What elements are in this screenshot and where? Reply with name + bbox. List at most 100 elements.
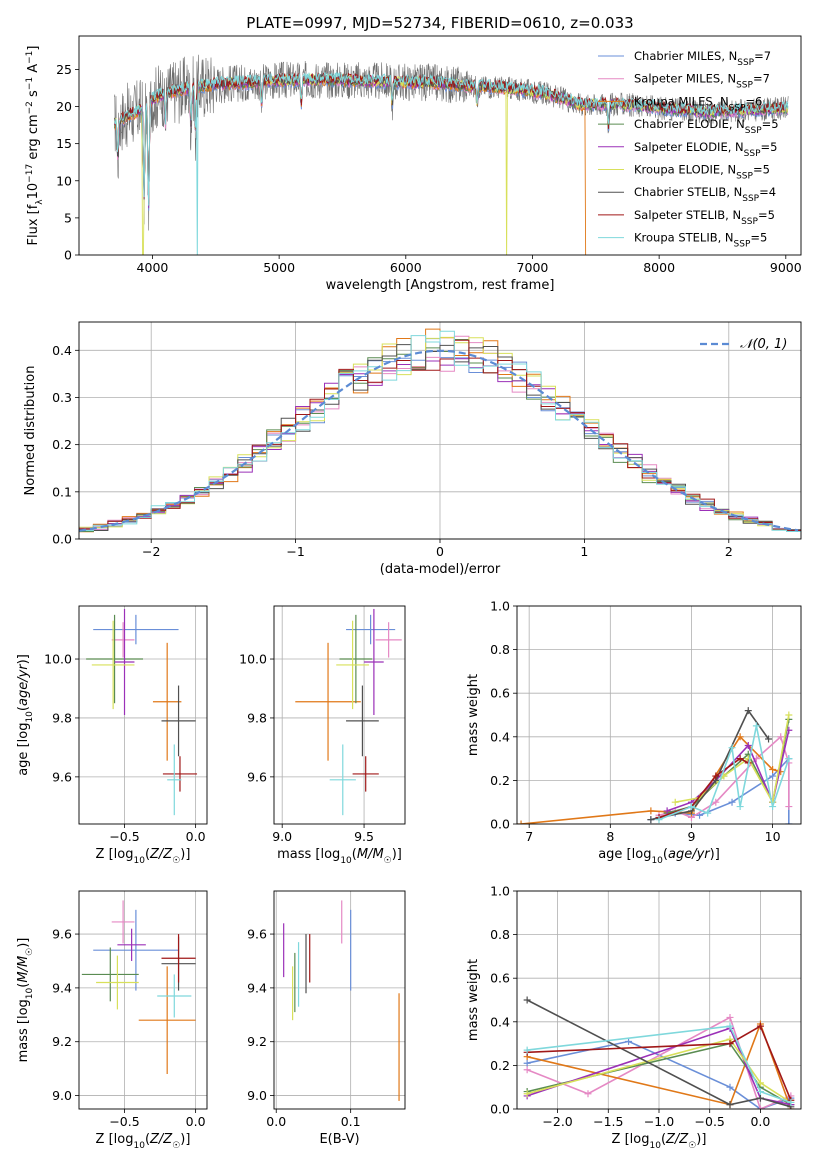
errorbar-salpeter-elodie (114, 608, 135, 715)
point-marker (687, 803, 695, 811)
axes-frame (78, 605, 208, 825)
y-tick-label: 5 (64, 210, 72, 225)
x-tick-label: 6000 (390, 260, 422, 275)
x-tick-label: 8000 (643, 260, 675, 275)
errorbar-chabrier-elodie (81, 947, 139, 1002)
point-marker (769, 772, 777, 780)
series-salpeter-stelib (523, 1022, 795, 1104)
x-tick-label: −2.0 (542, 1114, 572, 1129)
grid (517, 890, 801, 1110)
x-tick-label: 2 (725, 544, 733, 559)
point-marker (671, 798, 679, 806)
series-kroupa-elodie (671, 711, 793, 806)
errorbar-kroupa-stelib (157, 974, 192, 1018)
point-marker (728, 798, 736, 806)
axes-frame (273, 605, 406, 825)
x-axis-label: Z [log10(Z/Z☉)] (612, 1132, 707, 1151)
point-marker (726, 1083, 734, 1091)
errorbar-chabrier-miles (93, 614, 179, 645)
errorbar-kroupa-stelib (329, 744, 356, 816)
point-marker (663, 807, 671, 815)
point-marker (769, 803, 777, 811)
axes-frame (516, 890, 802, 1110)
point-marker (712, 772, 720, 780)
y-tick-label: 1.0 (490, 599, 510, 614)
legend: 𝒩(0, 1) (700, 337, 787, 352)
point-marker (744, 742, 752, 750)
point-marker (756, 1105, 764, 1109)
y-axis-label: age [log10(age/yr)] (16, 654, 35, 776)
legend-entry: Salpeter STELIB, NSSP=5 (634, 208, 775, 227)
errorbar-salpeter-stelib (161, 934, 196, 983)
x-tick-label: 8 (606, 829, 614, 844)
x-tick-label: −0.5 (109, 1114, 139, 1129)
legend-entry: Kroupa ELODIE, NSSP=5 (634, 163, 770, 182)
point-marker (785, 803, 793, 811)
series-line (526, 1027, 792, 1106)
x-tick-label: −1.5 (593, 1114, 623, 1129)
y-axis-label: mass weight (466, 674, 481, 756)
point-marker (726, 1101, 734, 1109)
y-tick-label: 0.0 (490, 817, 510, 832)
point-marker (736, 733, 744, 741)
legend-entry: Chabrier MILES, NSSP=7 (634, 49, 771, 68)
point-marker (523, 996, 531, 1004)
x-tick-label: 0 (436, 544, 444, 559)
y-tick-label: 9.0 (52, 1088, 72, 1103)
errorbar-kroupa-stelib (167, 744, 182, 816)
axes-frame (78, 321, 802, 540)
plot-area (114, 54, 789, 255)
legend-entry: Kroupa STELIB, NSSP=5 (634, 231, 767, 250)
x-tick-label: −2 (142, 544, 160, 559)
x-axis-label: E(B-V) (319, 1132, 359, 1147)
plot-area (86, 608, 198, 816)
series-chabrier-stelib (647, 707, 773, 824)
x-tick-label: −0.5 (695, 1114, 725, 1129)
x-tick-label: 9 (687, 829, 695, 844)
errorbar-chabrier-elodie (86, 614, 143, 704)
series-salpeter-miles (523, 1013, 795, 1109)
panel-mass-vs-EBV: 0.0 0.1 9.0 9.2 9.4 9.6 E(B-V) (247, 890, 406, 1147)
x-tick-label: −1.0 (644, 1114, 674, 1129)
plot-area (517, 707, 793, 824)
panel-age-vs-Z: −0.5 0.0 9.6 9.8 10.0 Z [log10(Z/Z☉)] age [log… (16, 605, 208, 866)
point-marker (756, 1022, 764, 1030)
panel-mass-weight-vs-age: 7 8 9 10 0.0 0.2 0.4 0.6 0.8 1.0 age [log10(age/yr… (466, 599, 802, 866)
x-tick-label: 7 (525, 829, 533, 844)
x-tick-label: 10 (765, 829, 781, 844)
point-marker (785, 755, 793, 763)
y-tick-label: 1.0 (490, 884, 510, 899)
y-tick-label: 0 (64, 248, 72, 263)
y-axis-label: Normed distribution (23, 366, 38, 496)
x-tick-label: 5000 (263, 260, 295, 275)
point-marker (756, 1088, 764, 1096)
series-line (675, 714, 790, 805)
errorbar-chabrier-miles (93, 909, 179, 991)
panel-residuals: −2 −1 0 1 2 0.0 0.1 0.2 0.3 0.4 (data-model)/error… (23, 321, 802, 577)
axes-frame (273, 890, 406, 1110)
y-tick-label: 25 (56, 62, 72, 77)
y-tick-label: 0.4 (52, 343, 72, 358)
y-tick-label: 0.2 (52, 437, 72, 452)
panel-mass-vs-Z: −0.5 0.0 9.0 9.2 9.4 9.6 Z [log10(Z/Z☉)] mass [… (16, 890, 208, 1151)
y-tick-label: 15 (56, 136, 72, 151)
point-marker (785, 711, 793, 719)
y-tick-label: 9.4 (52, 980, 72, 995)
y-tick-label: 0.0 (490, 1102, 510, 1117)
y-axis-label: Flux [fλ10−17 erg cm−2 s−1 A−1] (25, 46, 45, 246)
y-tick-label: 9.0 (247, 1088, 267, 1103)
errorbar-salpeter-miles (111, 622, 135, 658)
plot-area (523, 996, 795, 1109)
y-axis-label: mass weight (466, 959, 481, 1041)
x-tick-label: −0.5 (109, 829, 139, 844)
errorbar-chabrier-miles (346, 614, 396, 645)
panel-spectrum: 4000 5000 6000 7000 8000 9000 0 5 10 15 20 25 wavele… (25, 35, 802, 293)
y-tick-label: 0.2 (490, 773, 510, 788)
x-axis-label: Z [log10(Z/Z☉)] (96, 847, 191, 866)
series-line (526, 1042, 792, 1106)
point-marker (726, 1040, 734, 1048)
point-marker (769, 766, 777, 773)
errorbar-chabrier-elodie (339, 614, 373, 704)
point-marker (736, 755, 744, 763)
errorbar-kroupa-elodie (91, 620, 135, 710)
